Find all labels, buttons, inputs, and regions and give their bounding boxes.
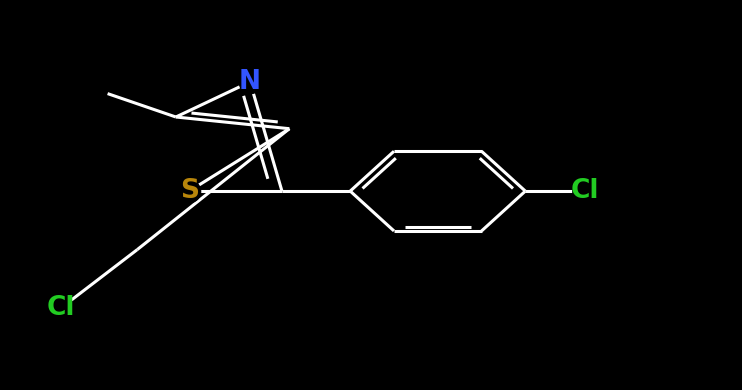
Text: S: S	[180, 178, 199, 204]
Text: Cl: Cl	[47, 295, 75, 321]
Text: Cl: Cl	[571, 178, 599, 204]
Text: N: N	[239, 69, 261, 95]
